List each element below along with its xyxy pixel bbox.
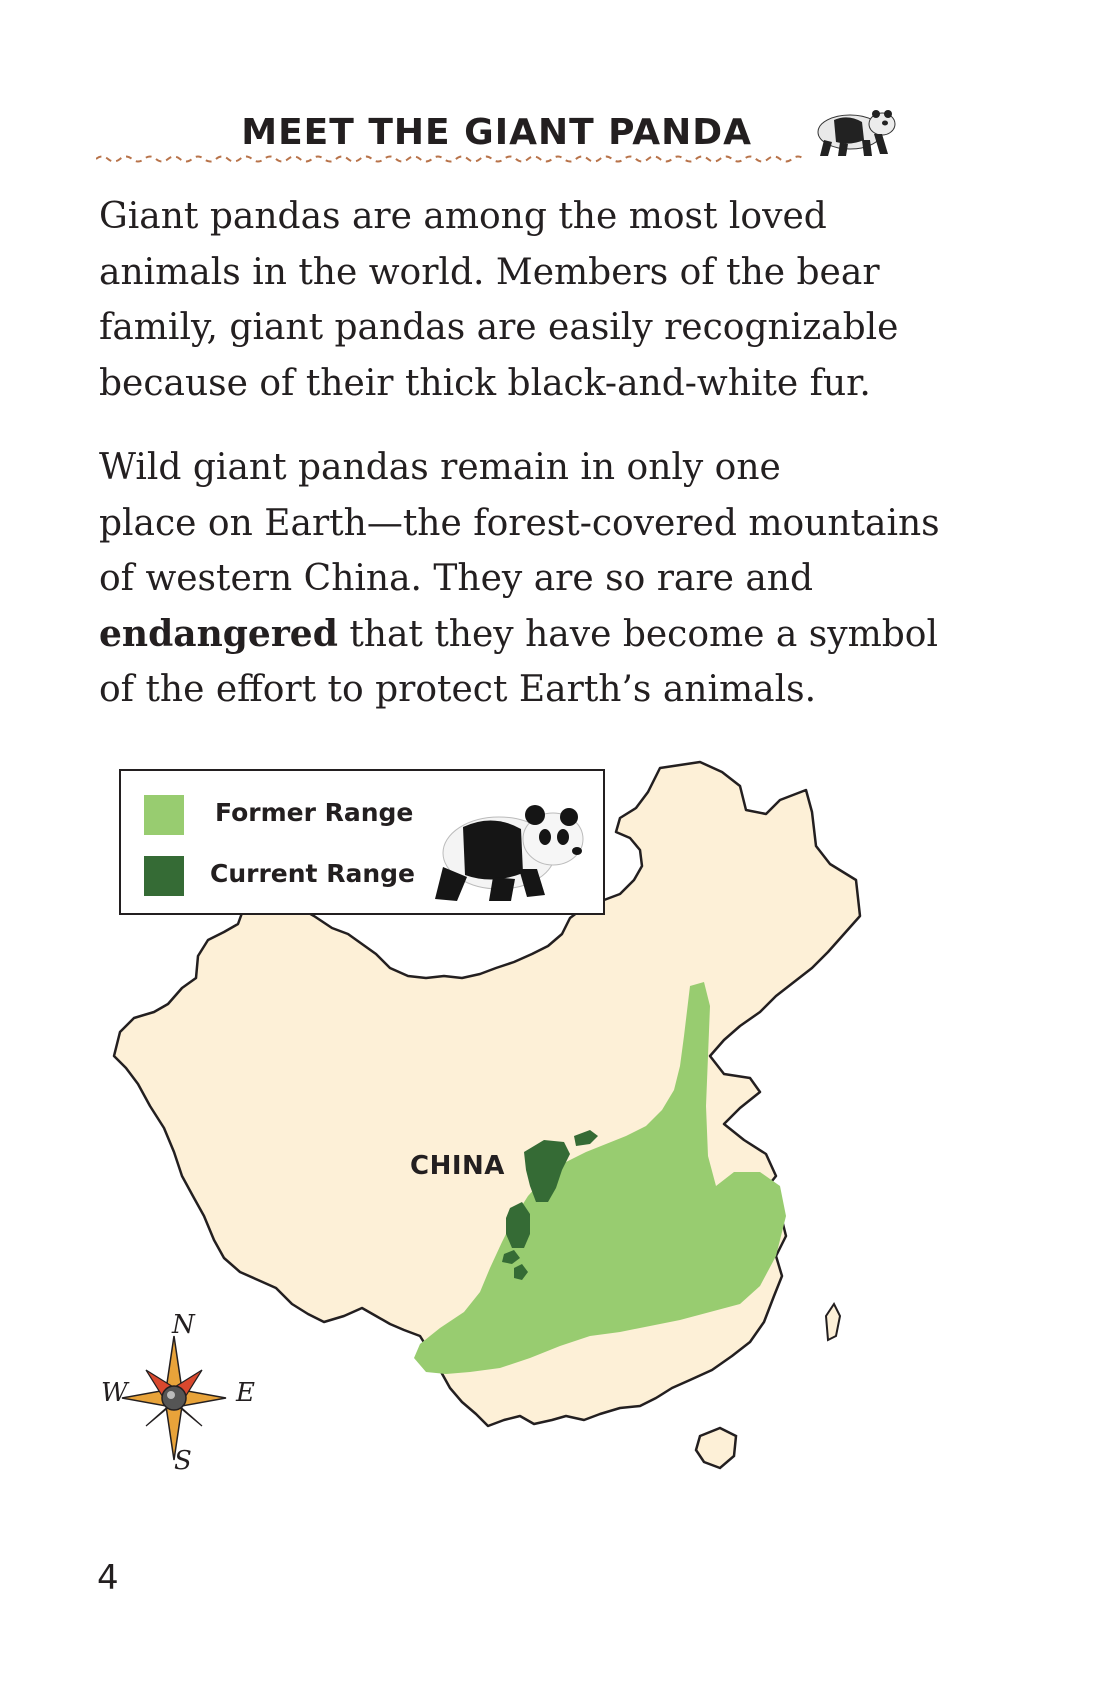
china-range-map: [112, 760, 862, 1470]
compass-north-label: N: [172, 1310, 195, 1340]
current-range-label: Current Range: [210, 859, 415, 888]
former-range-swatch: [144, 795, 184, 835]
paragraph-line: of the effort to protect Earth’s animals…: [99, 669, 817, 710]
habitat-paragraph: Wild giant pandas remain in only one pla…: [99, 440, 940, 718]
former-range-area: [414, 982, 786, 1374]
current-range-patch: [574, 1130, 598, 1146]
paragraph-line: Wild giant pandas remain in only one: [99, 447, 781, 488]
current-range-patch: [514, 1264, 528, 1280]
panda-cub-icon: [435, 805, 584, 901]
paragraph-line: family, giant pandas are easily recogniz…: [99, 307, 899, 348]
country-label: CHINA: [410, 1151, 505, 1181]
chapter-header: Meet the Giant Panda: [96, 96, 896, 166]
dashed-divider: [96, 155, 804, 163]
taiwan-island: [824, 1302, 842, 1342]
current-range-patch: [506, 1202, 530, 1248]
compass-rose-icon: [121, 1335, 227, 1461]
current-range-patch: [502, 1250, 520, 1264]
page-number: 4: [97, 1558, 119, 1598]
paragraph-line: animals in the world. Members of the bea…: [99, 251, 880, 293]
current-range-swatch: [144, 856, 184, 896]
compass-east-label: E: [236, 1378, 255, 1408]
intro-paragraph: Giant pandas are among the most loved an…: [99, 189, 899, 411]
paragraph-line: of western China. They are so rare and: [99, 558, 814, 599]
compass-south-label: S: [174, 1446, 192, 1476]
former-range-label: Former Range: [215, 798, 414, 827]
paragraph-line: place on Earth—the forest-covered mounta…: [99, 502, 940, 544]
glossary-term-endangered: endangered: [99, 612, 338, 655]
hainan-island: [694, 1426, 738, 1470]
paragraph-line: endangered that they have become a symbo…: [99, 607, 938, 663]
walking-panda-icon: [817, 110, 896, 156]
chapter-title: Meet the Giant Panda: [241, 112, 752, 153]
paragraph-line: because of their thick black-and-white f…: [99, 362, 871, 404]
paragraph-line: Giant pandas are among the most loved: [99, 196, 827, 237]
compass-west-label: W: [101, 1378, 128, 1408]
paragraph-line-rest: that they have become a symbol: [337, 613, 938, 655]
current-range-patch: [524, 1140, 570, 1202]
map-legend: Former Range Current Range: [119, 769, 605, 915]
